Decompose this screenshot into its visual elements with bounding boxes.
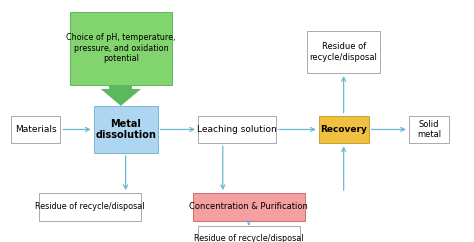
FancyBboxPatch shape — [198, 115, 276, 143]
Text: Concentration & Purification: Concentration & Purification — [190, 202, 308, 212]
FancyBboxPatch shape — [409, 115, 449, 143]
Text: Residue of recycle/disposal: Residue of recycle/disposal — [35, 202, 145, 212]
FancyBboxPatch shape — [193, 193, 304, 221]
Text: Leaching solution: Leaching solution — [197, 125, 277, 134]
FancyBboxPatch shape — [307, 31, 380, 73]
Text: Solid
metal: Solid metal — [417, 120, 441, 139]
FancyBboxPatch shape — [10, 115, 61, 143]
Text: Residue of
recycle/disposal: Residue of recycle/disposal — [310, 42, 378, 62]
FancyBboxPatch shape — [109, 85, 132, 89]
Text: Metal
dissolution: Metal dissolution — [95, 119, 156, 140]
FancyBboxPatch shape — [70, 12, 172, 85]
Text: Residue of recycle/disposal: Residue of recycle/disposal — [194, 234, 304, 242]
FancyBboxPatch shape — [319, 115, 368, 143]
Text: Recovery: Recovery — [320, 125, 367, 134]
FancyBboxPatch shape — [198, 226, 300, 242]
Text: Materials: Materials — [15, 125, 56, 134]
FancyBboxPatch shape — [94, 106, 157, 153]
Text: Choice of pH, temperature,
pressure, and oxidation
potential: Choice of pH, temperature, pressure, and… — [66, 33, 176, 63]
FancyBboxPatch shape — [39, 193, 141, 221]
Polygon shape — [100, 89, 141, 106]
